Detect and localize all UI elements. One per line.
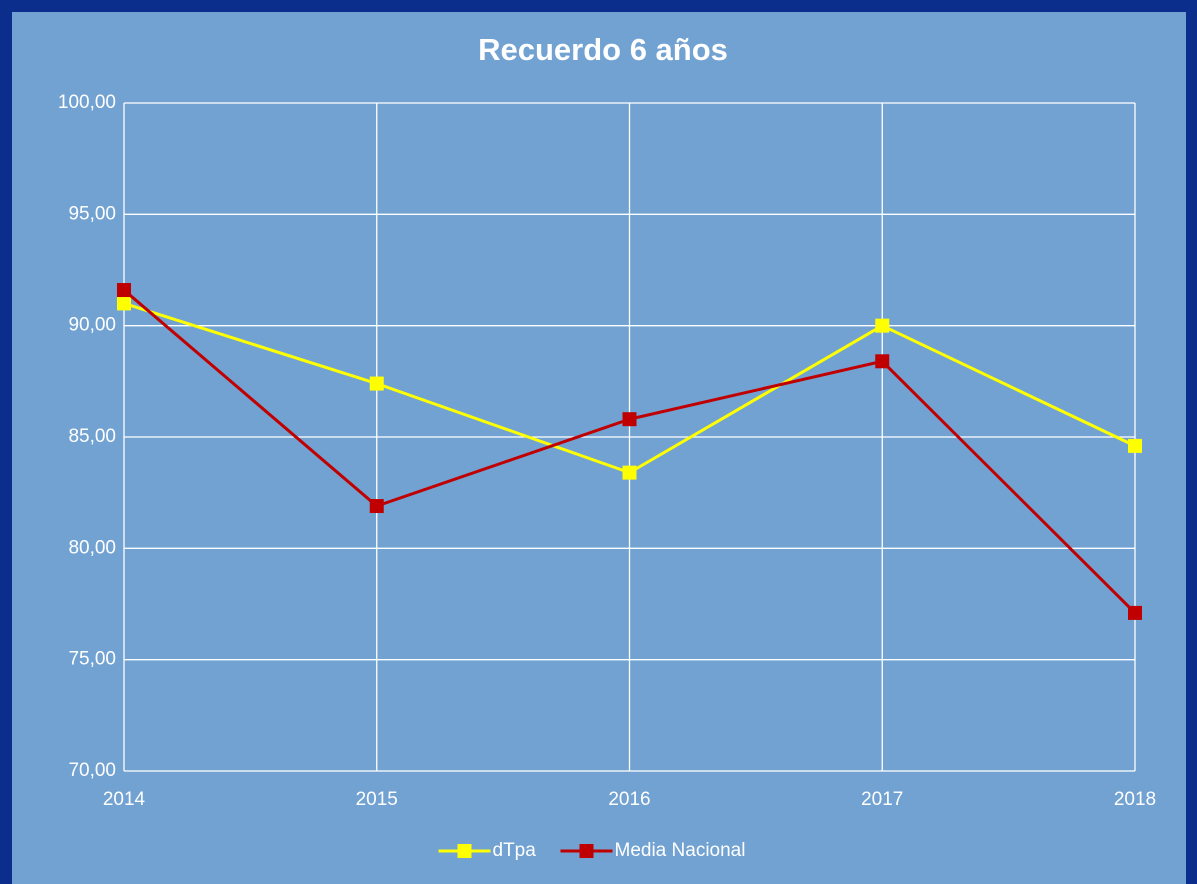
chart-title: Recuerdo 6 años (478, 32, 728, 67)
y-tick-label: 85,00 (68, 426, 116, 447)
data-point (622, 465, 637, 480)
y-tick-label: 80,00 (68, 537, 116, 558)
data-point (117, 296, 131, 311)
x-tick-label: 2017 (861, 789, 903, 810)
data-point (369, 499, 384, 514)
x-tick-label: 2014 (103, 789, 146, 810)
data-point (1128, 605, 1142, 620)
legend-marker (579, 844, 594, 858)
x-tick-label: 2016 (608, 789, 650, 810)
data-point (875, 318, 890, 333)
legend-label: dTpa (493, 840, 537, 861)
legend-label: Media Nacional (615, 840, 746, 861)
y-tick-label: 95,00 (68, 203, 116, 224)
data-point (369, 376, 384, 391)
data-point (875, 354, 890, 369)
data-point (622, 412, 637, 427)
x-tick-label: 2015 (356, 789, 398, 810)
y-tick-label: 70,00 (68, 760, 116, 781)
data-point (117, 283, 131, 298)
x-tick-label: 2018 (1114, 789, 1156, 810)
chart-panel (12, 12, 1186, 884)
y-tick-label: 100,00 (58, 92, 116, 113)
y-tick-label: 75,00 (68, 649, 116, 670)
data-point (1128, 438, 1142, 453)
legend-marker (457, 844, 472, 858)
y-tick-label: 90,00 (68, 315, 116, 336)
